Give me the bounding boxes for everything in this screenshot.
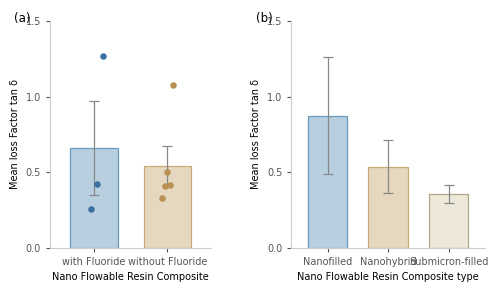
Text: (a): (a) xyxy=(14,12,31,25)
Point xyxy=(158,195,166,200)
X-axis label: Nano Flowable Resin Composite type: Nano Flowable Resin Composite type xyxy=(298,272,479,282)
Y-axis label: Mean loss Factor tan δ: Mean loss Factor tan δ xyxy=(10,79,20,189)
Bar xyxy=(308,115,348,248)
Point xyxy=(93,182,101,187)
X-axis label: Nano Flowable Resin Composite: Nano Flowable Resin Composite xyxy=(52,272,209,282)
Point xyxy=(168,82,176,87)
Bar xyxy=(144,166,191,248)
Text: (b): (b) xyxy=(256,12,273,25)
Point xyxy=(164,170,172,175)
Bar xyxy=(368,167,408,248)
Point xyxy=(166,182,174,187)
Point xyxy=(161,183,169,188)
Point xyxy=(99,53,107,58)
Bar xyxy=(429,194,469,248)
Y-axis label: Mean loss Factor tan δ: Mean loss Factor tan δ xyxy=(252,79,262,189)
Point xyxy=(87,207,95,211)
Bar xyxy=(70,148,118,248)
